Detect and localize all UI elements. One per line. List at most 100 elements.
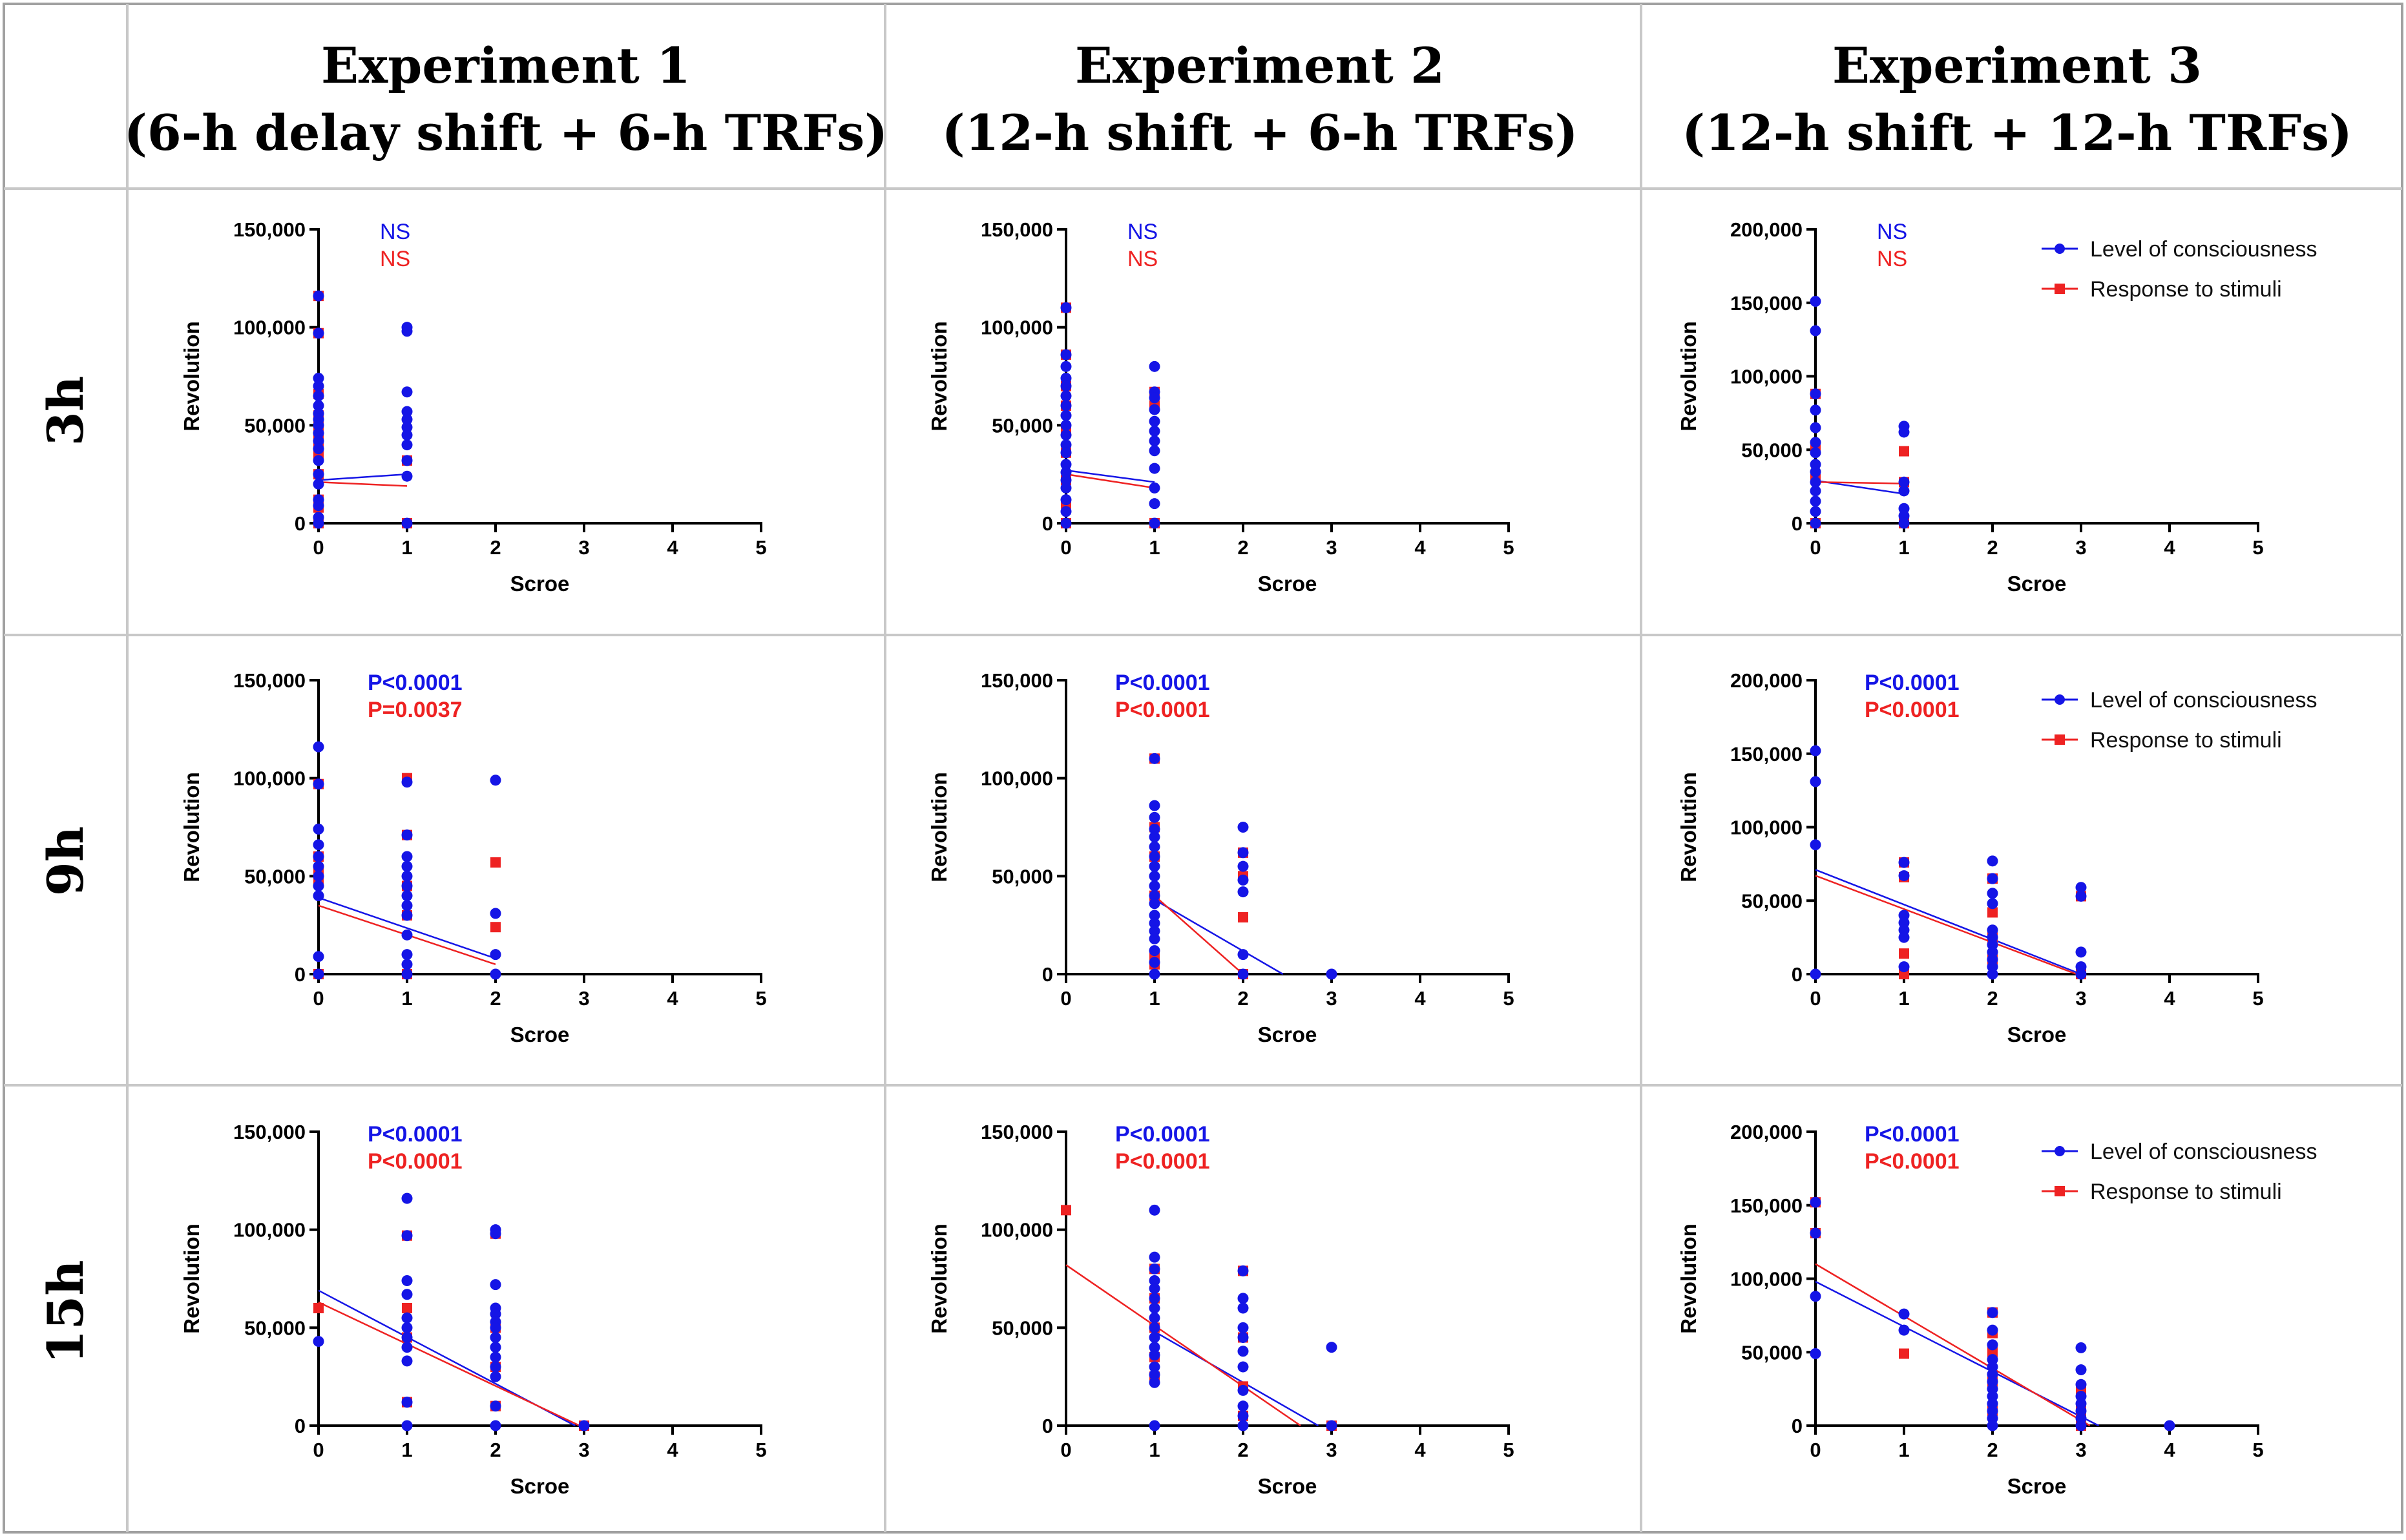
point-consciousness — [1810, 517, 1821, 529]
point-consciousness — [401, 470, 413, 482]
panel-exp2-3h: 0 50,000 100,000 150,000 0 1 2 3 4 5 Scroe Revoluti… — [927, 218, 1514, 596]
point-consciousness — [490, 949, 501, 961]
point-consciousness — [1898, 476, 1910, 488]
point-consciousness — [401, 430, 413, 441]
point-consciousness — [490, 1361, 501, 1373]
y-axis-label: Revolution — [180, 321, 204, 432]
fit-line-stimuli — [1815, 875, 2077, 975]
outer-frame — [3, 3, 2403, 1534]
x-tick-label: 2 — [1237, 536, 1248, 559]
y-tick-label: 0 — [1792, 512, 1803, 535]
legend: Level of consciousness Response to stimul… — [2042, 688, 2317, 753]
point-consciousness — [1987, 1339, 1998, 1351]
stat-consciousness: NS — [1877, 220, 1907, 244]
stat-consciousness: P<0.0001 — [1865, 671, 1960, 695]
point-consciousness — [490, 1308, 501, 1320]
point-consciousness — [1149, 1369, 1160, 1380]
point-consciousness — [1898, 485, 1910, 497]
panel-exp1-3h: 0 50,000 100,000 150,000 0 1 2 3 4 5 Scroe Revoluti… — [180, 218, 767, 596]
stat-consciousness: P<0.0001 — [1865, 1122, 1960, 1147]
point-stimuli — [1899, 1348, 1909, 1359]
point-consciousness — [1060, 430, 1072, 441]
x-tick-label: 5 — [2252, 536, 2263, 559]
legend-label-stimuli: Response to stimuli — [2090, 728, 2282, 753]
point-consciousness — [1149, 1420, 1160, 1431]
y-tick-label: 0 — [295, 512, 306, 535]
stat-stimuli: P<0.0001 — [1115, 698, 1210, 722]
point-consciousness — [401, 890, 413, 902]
x-tick-label: 4 — [667, 1439, 678, 1461]
point-consciousness — [1149, 968, 1160, 980]
point-consciousness — [1810, 325, 1821, 337]
point-consciousness — [1149, 1283, 1160, 1295]
x-tick-label: 4 — [2164, 987, 2175, 1010]
point-consciousness — [1149, 933, 1160, 944]
point-consciousness — [1810, 839, 1821, 851]
point-consciousness — [1237, 1346, 1249, 1357]
y-tick-label: 200,000 — [1730, 218, 1803, 241]
point-consciousness — [313, 455, 324, 466]
fit-line-stimuli — [1065, 473, 1155, 489]
fit-line-stimuli — [1815, 1263, 2091, 1427]
point-consciousness — [1237, 1265, 1249, 1276]
y-tick-label: 0 — [295, 963, 306, 986]
point-consciousness — [1149, 392, 1160, 404]
point-consciousness — [313, 824, 324, 835]
point-consciousness — [313, 500, 324, 512]
point-consciousness — [490, 1400, 501, 1412]
point-consciousness — [1810, 295, 1821, 307]
point-consciousness — [2075, 1420, 2087, 1431]
point-consciousness — [313, 290, 324, 302]
x-tick-label: 1 — [1898, 1439, 1909, 1461]
point-consciousness — [1326, 1342, 1337, 1353]
point-stimuli — [1899, 948, 1909, 959]
y-tick-label: 50,000 — [244, 1316, 306, 1339]
y-tick-label: 150,000 — [1730, 1194, 1803, 1217]
column-header-2-subtitle: (12-h shift + 6-h TRFs) — [942, 104, 1578, 161]
x-tick-label: 0 — [1060, 1439, 1071, 1461]
point-consciousness — [578, 1420, 590, 1431]
point-consciousness — [1898, 1324, 1910, 1336]
y-tick-label: 100,000 — [233, 1219, 306, 1242]
legend: Level of consciousness Response to stimul… — [2042, 1139, 2317, 1204]
point-consciousness — [401, 860, 413, 872]
y-tick-label: 0 — [1792, 1415, 1803, 1437]
point-consciousness — [313, 373, 324, 384]
x-axis-label: Scroe — [2007, 1474, 2067, 1498]
point-consciousness — [313, 890, 324, 902]
legend-label-stimuli: Response to stimuli — [2090, 277, 2282, 302]
point-consciousness — [1060, 400, 1072, 411]
point-consciousness — [1060, 506, 1072, 517]
y-tick-label: 100,000 — [233, 317, 306, 339]
x-tick-label: 1 — [1898, 987, 1909, 1010]
point-consciousness — [1149, 880, 1160, 891]
point-consciousness — [1149, 831, 1160, 843]
point-consciousness — [490, 1342, 501, 1353]
y-tick-label: 100,000 — [233, 767, 306, 790]
point-consciousness — [1149, 498, 1160, 510]
x-tick-label: 0 — [1810, 536, 1821, 559]
x-axis-label: Scroe — [1258, 1023, 1317, 1046]
point-consciousness — [1149, 435, 1160, 447]
point-consciousness — [1149, 841, 1160, 853]
column-header-3-subtitle: (12-h shift + 12-h TRFs) — [1682, 104, 2352, 161]
point-consciousness — [1149, 1312, 1160, 1324]
column-header-3: Experiment 3 (12-h shift + 12-h TRFs) — [1682, 37, 2352, 161]
y-tick-label: 0 — [1792, 963, 1803, 986]
point-consciousness — [1149, 360, 1160, 372]
point-consciousness — [1149, 1251, 1160, 1263]
row-label-9h: 9h — [37, 826, 94, 896]
point-consciousness — [2075, 946, 2087, 958]
point-consciousness — [1149, 851, 1160, 862]
x-tick-label: 2 — [1987, 536, 1998, 559]
point-consciousness — [1149, 1377, 1160, 1388]
y-tick-label: 50,000 — [244, 865, 306, 888]
x-axis-label: Scroe — [2007, 1023, 2067, 1046]
point-consciousness — [401, 880, 413, 891]
fit-line-stimuli — [1065, 1264, 1301, 1427]
point-consciousness — [1810, 466, 1821, 477]
point-consciousness — [1898, 870, 1910, 882]
point-consciousness — [2075, 882, 2087, 893]
point-consciousness — [401, 439, 413, 451]
